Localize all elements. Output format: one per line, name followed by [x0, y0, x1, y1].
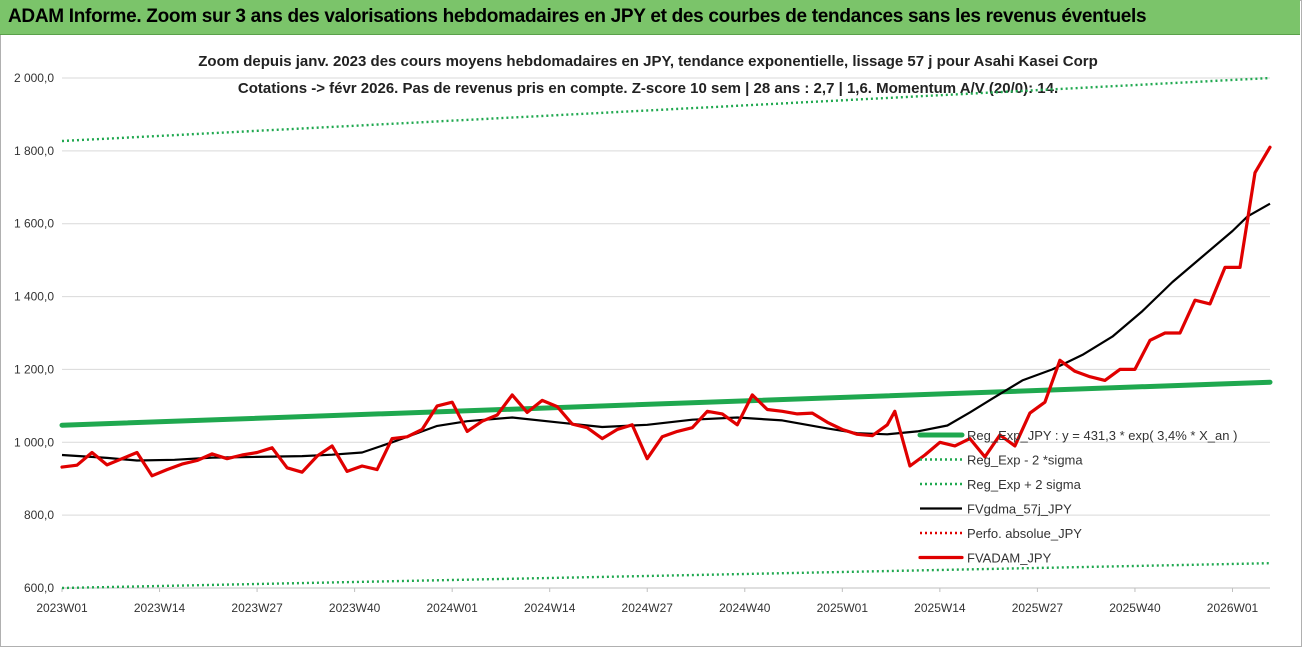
x-tick-label: 2023W40	[329, 601, 381, 615]
legend-label: FVgdma_57j_JPY	[967, 502, 1072, 517]
y-axis: 2 000,0 1 800,0 1 600,0 1 400,0 1 200,0 1 000…	[14, 71, 54, 595]
x-tick-label: 2023W01	[36, 601, 88, 615]
series-line-5	[60, 145, 1272, 478]
y-tick-label: 600,0	[24, 581, 54, 595]
series-layer	[59, 76, 1273, 590]
header-banner: ADAM Informe. Zoom sur 3 ans des valoris…	[0, 0, 1300, 35]
x-tick-label: 2026W01	[1207, 601, 1259, 615]
x-tick-label: 2025W27	[1012, 601, 1064, 615]
legend-label: Reg_Exp_JPY : y = 431,3 * exp( 3,4% * X_…	[967, 428, 1237, 443]
x-tick-label: 2025W40	[1109, 601, 1161, 615]
x-tick-label: 2024W27	[622, 601, 674, 615]
y-tick-label: 1 400,0	[14, 290, 54, 304]
series-line-1	[61, 562, 1271, 590]
y-tick-label: 2 000,0	[14, 71, 54, 85]
chart-title: Zoom depuis janv. 2023 des cours moyens …	[198, 53, 1097, 70]
x-tick-label: 2025W01	[817, 601, 869, 615]
x-tick-label: 2025W14	[914, 601, 966, 615]
legend: Reg_Exp_JPY : y = 431,3 * exp( 3,4% * X_…	[917, 428, 1237, 566]
x-tick-label: 2024W40	[719, 601, 771, 615]
legend-label: Reg_Exp - 2 *sigma	[967, 453, 1083, 468]
x-tick-label: 2024W14	[524, 601, 576, 615]
y-tick-label: 1 600,0	[14, 217, 54, 231]
x-tick-label: 2023W14	[134, 601, 186, 615]
legend-label: Perfo. absolue_JPY	[967, 526, 1082, 541]
y-tick-label: 1 200,0	[14, 362, 54, 376]
series-line-3	[61, 202, 1271, 462]
legend-label: Reg_Exp + 2 sigma	[967, 477, 1082, 492]
x-tick-label: 2024W01	[426, 601, 478, 615]
x-axis: 2023W01 2023W14 2023W27 2023W40 2024W01 2024W…	[36, 587, 1270, 615]
y-tick-label: 1 800,0	[14, 144, 54, 158]
x-tick-label: 2023W27	[231, 601, 283, 615]
series-line-0	[59, 379, 1273, 428]
series-line-2	[61, 76, 1271, 143]
y-tick-label: 1 000,0	[14, 435, 54, 449]
report-title: ADAM Informe. Zoom sur 3 ans des valoris…	[8, 6, 1147, 27]
grid-lines	[62, 77, 1270, 589]
chart-subtitle: Cotations -> févr 2026. Pas de revenus p…	[238, 80, 1058, 97]
y-tick-label: 800,0	[24, 508, 54, 522]
legend-label: FVADAM_JPY	[967, 551, 1052, 566]
